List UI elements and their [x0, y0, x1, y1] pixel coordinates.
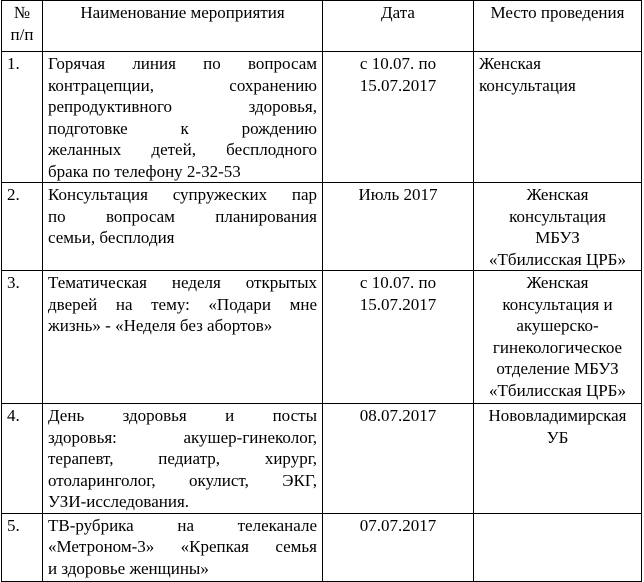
cell-line: желанных детей, бесплодного — [48, 140, 317, 159]
cell-line: Консультация супружеских пар — [48, 185, 317, 204]
cell-line: терапевт, педиатр, хирург, — [48, 449, 317, 468]
cell-line: «Тбилисская ЦРБ» — [489, 380, 626, 400]
table-cell: Женская консультация МБУЗ «Тбилисская ЦРБ» — [473, 182, 642, 271]
table-row: 1. Горячая линия по вопросам контрацепции,… — [1, 51, 642, 183]
cell-line: консультация — [479, 75, 576, 95]
cell-line: подготовке к рождению — [48, 118, 317, 138]
table-row: 3. Тематическая неделя открытых дверей на … — [1, 270, 642, 404]
cell-line: Наименование мероприятия — [80, 3, 285, 22]
cell-line: 4. — [7, 406, 20, 425]
cell-line: с 10.07. по — [359, 54, 437, 73]
cell-line: МБУЗ — [535, 228, 580, 247]
cell-line: отделение МБУЗ — [496, 359, 619, 378]
table-cell: 1. — [1, 51, 43, 183]
cell-line: «Тбилисская ЦРБ» — [489, 249, 626, 269]
table-cell: Нововладимирская УБ — [473, 403, 642, 514]
cell-line: и здоровье женщины» — [48, 558, 209, 578]
cell-line: День здоровья и посты — [48, 406, 317, 425]
table-cell: 3. — [1, 270, 43, 404]
cell-line: Горячая линия по вопросам — [48, 54, 317, 73]
table-row: 5. ТВ-рубрика на телеканале «Метроном-3» «… — [1, 512, 642, 582]
cell-line: п/п — [10, 24, 34, 44]
header-cell: Место проведения — [473, 0, 642, 52]
cell-line: Дата — [381, 3, 415, 22]
table-cell: с 10.07. по 15.07.2017 — [322, 51, 474, 183]
header-cell: № п/п — [1, 0, 43, 52]
cell-line: Июль 2017 — [358, 185, 438, 204]
cell-line: Женская — [479, 54, 541, 73]
cell-line: брака по телефону 2-32-53 — [48, 161, 241, 181]
cell-line: дверей на тему: «Подари мне — [48, 294, 317, 314]
table-cell: 2. — [1, 182, 43, 271]
cell-line: 15.07.2017 — [359, 294, 437, 314]
cell-line: Тематическая неделя открытых — [48, 273, 317, 292]
cell-line: консультация — [509, 206, 606, 226]
cell-line: консультация и — [502, 294, 613, 314]
table-cell: День здоровья и посты здоровья: акушер-ги… — [42, 403, 323, 514]
table-cell — [473, 512, 642, 582]
table-cell: 4. — [1, 403, 43, 514]
cell-line: 2. — [7, 185, 20, 204]
cell-line: Нововладимирская — [488, 406, 627, 425]
cell-line: ТВ-рубрика на телеканале — [48, 515, 317, 535]
cell-line: с 10.07. по — [359, 273, 437, 292]
cell-line: жизнь» - «Неделя без абортов» — [48, 316, 273, 335]
cell-line: УЗИ-исследования. — [48, 492, 190, 511]
table-cell: Консультация супружеских пар по вопросам … — [42, 182, 323, 271]
table-cell: Горячая линия по вопросам контрацепции, с… — [42, 51, 323, 183]
header-row: № п/п Наименование мероприятия Дата Место пр… — [1, 0, 642, 52]
header-cell: Наименование мероприятия — [42, 0, 323, 52]
table-row: 2. Консультация супружеских пар по вопроса… — [1, 182, 642, 271]
cell-line: 08.07.2017 — [359, 406, 437, 425]
table-cell: Тематическая неделя открытых дверей на те… — [42, 270, 323, 404]
header-cell: Дата — [322, 0, 474, 52]
cell-line: контрацепции, сохранению — [48, 75, 317, 95]
cell-line: 3. — [7, 273, 20, 292]
cell-line: 15.07.2017 — [359, 75, 437, 95]
cell-line: Женская — [526, 185, 589, 204]
cell-line: Место проведения — [490, 3, 625, 22]
table-cell: Женская консультация и акушерско-гинеколог… — [473, 270, 642, 404]
cell-line: 07.07.2017 — [359, 515, 437, 535]
cell-line: Женская — [526, 273, 589, 292]
table-cell: Июль 2017 — [322, 182, 474, 271]
table-cell: с 10.07. по 15.07.2017 — [322, 270, 474, 404]
cell-line: семьи, бесплодия — [48, 228, 175, 247]
table-row: 4. День здоровья и посты здоровья: акушер-… — [1, 403, 642, 514]
cell-line: отоларинголог, окулист, ЭКГ, — [48, 470, 317, 490]
table-cell: 5. — [1, 512, 43, 582]
cell-line: здоровья: акушер-гинеколог, — [48, 427, 317, 447]
cell-line: по вопросам планирования — [48, 206, 317, 226]
cell-line: 5. — [7, 515, 20, 535]
cell-line: УБ — [546, 427, 569, 447]
cell-line: № — [13, 3, 31, 22]
cell-line: акушерско- — [516, 316, 599, 335]
table-cell: 07.07.2017 — [322, 512, 474, 582]
cell-line: 1. — [7, 54, 20, 73]
table-cell: Женская консультация — [473, 51, 642, 183]
cell-line: гинекологическое — [492, 337, 623, 357]
table-cell: ТВ-рубрика на телеканале «Метроном-3» «Кр… — [42, 512, 323, 582]
cell-line: репродуктивного здоровья, — [48, 97, 317, 116]
table-cell: 08.07.2017 — [322, 403, 474, 514]
cell-line: «Метроном-3» «Крепкая семья — [48, 537, 317, 556]
